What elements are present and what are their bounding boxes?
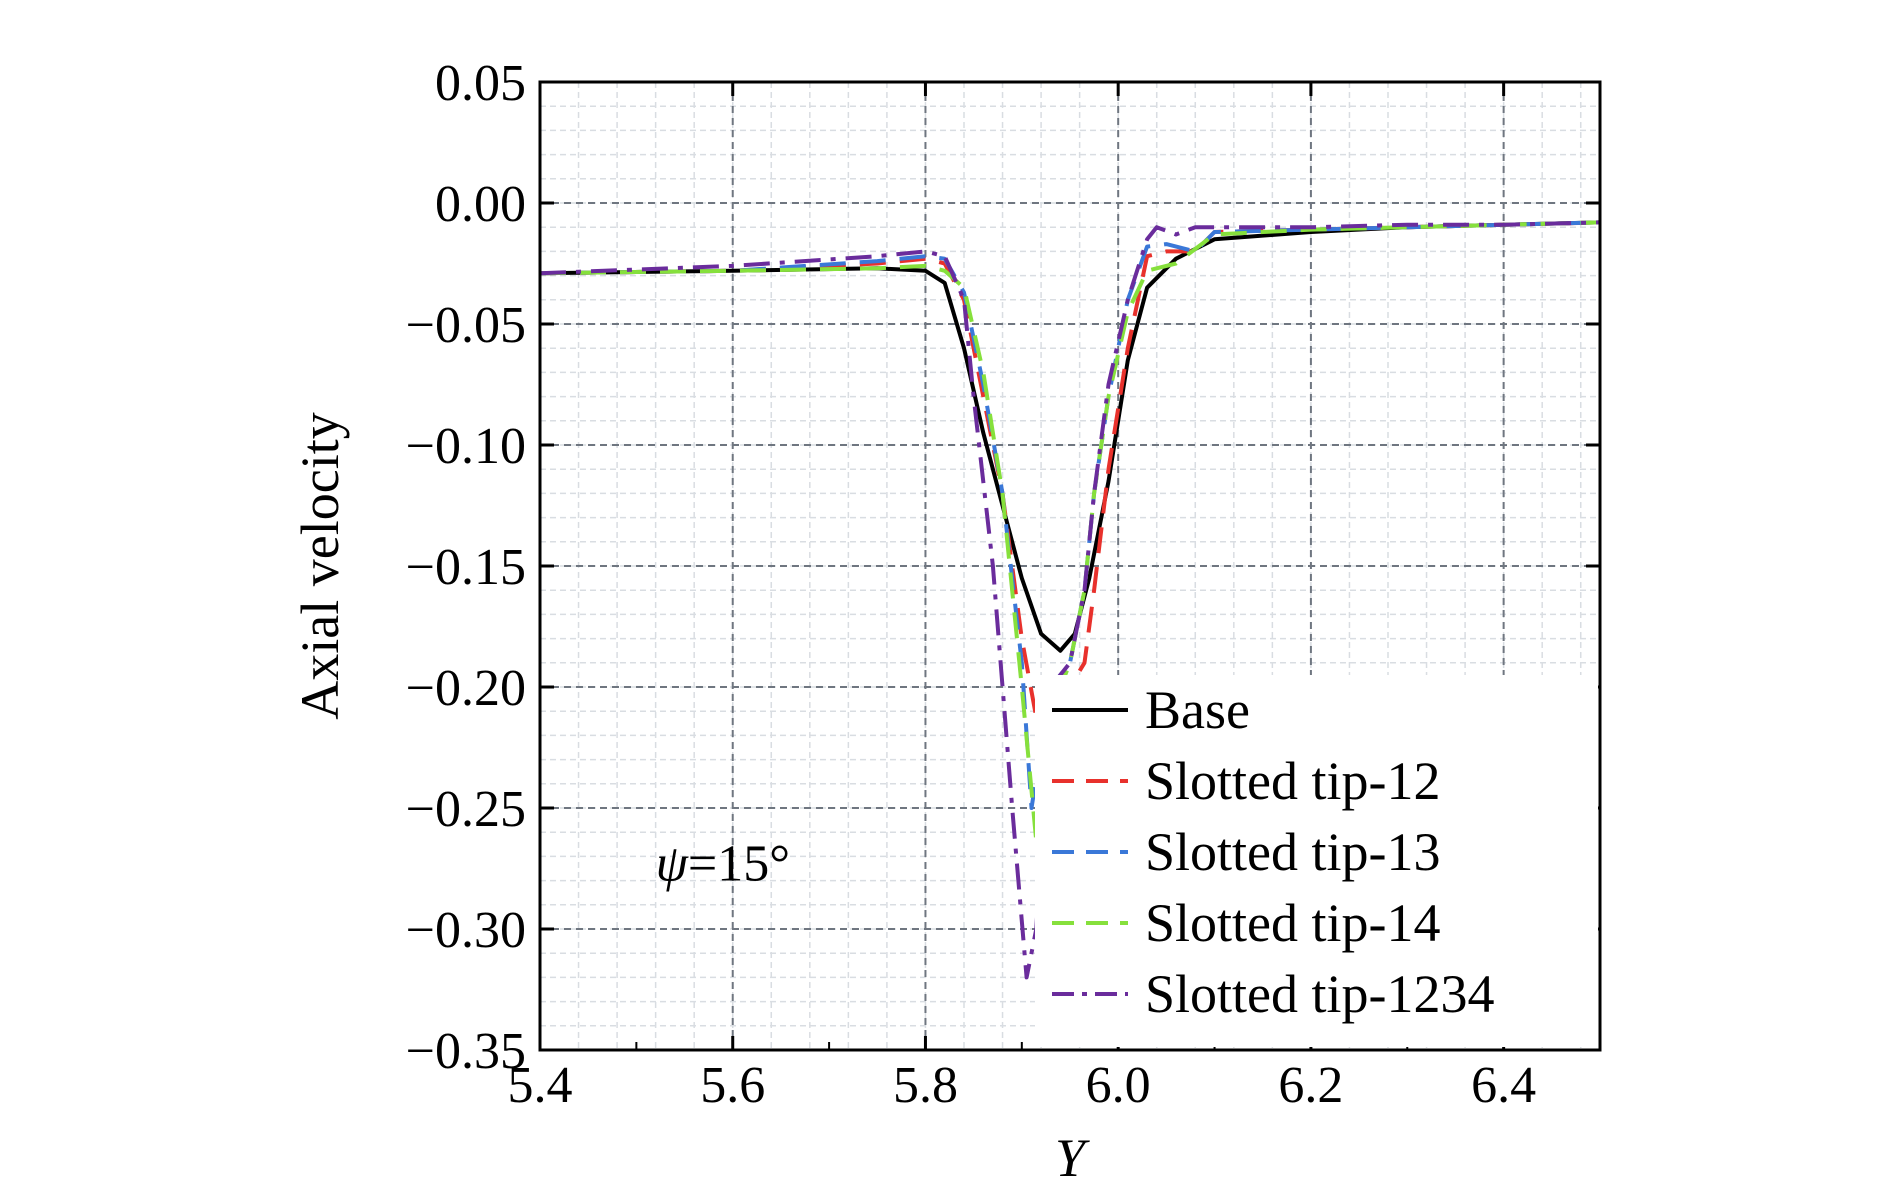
y-tick-label: −0.10 [406, 418, 526, 475]
legend-label-3: Slotted tip-13 [1145, 822, 1441, 882]
x-tick-label: 6.2 [1278, 1057, 1343, 1114]
psi-value: =15° [688, 836, 790, 893]
y-tick-label: −0.35 [406, 1023, 526, 1080]
x-tick-label: 5.8 [893, 1057, 958, 1114]
y-axis-title: Axial velocity [290, 412, 350, 719]
legend-label-5: Slotted tip-1234 [1145, 964, 1495, 1024]
y-tick-label: −0.25 [406, 781, 526, 838]
legend-label-1: Base [1145, 680, 1250, 740]
legend: Base Slotted tip-12 Slotted tip-13 Slotted … [1035, 675, 1598, 1047]
legend-label-4: Slotted tip-14 [1145, 893, 1441, 953]
y-tick-label: −0.20 [406, 660, 526, 717]
series-line-3 [539, 220, 1601, 810]
x-axis-title: Y [1055, 1128, 1090, 1181]
psi-annotation: ψ=15° [656, 836, 790, 893]
series-line-1 [539, 220, 1601, 653]
y-tick-label: −0.30 [406, 902, 526, 959]
y-tick-label: 0.00 [435, 176, 526, 233]
series-line-5 [539, 220, 1601, 980]
x-tick-label: 6.0 [1086, 1057, 1151, 1114]
y-tick-labels: 0.05 0.00 −0.05 −0.10 −0.15 −0.20 −0.25 −0.30 −0… [406, 55, 526, 1080]
legend-box [1035, 675, 1598, 1047]
y-tick-label: 0.05 [435, 55, 526, 112]
legend-label-2: Slotted tip-12 [1145, 751, 1441, 811]
y-tick-label: −0.15 [406, 539, 526, 596]
x-tick-label: 5.4 [508, 1057, 573, 1114]
series-lines [539, 220, 1601, 980]
x-tick-label: 5.6 [700, 1057, 765, 1114]
y-tick-label: −0.05 [406, 297, 526, 354]
x-tick-label: 6.4 [1471, 1057, 1536, 1114]
psi-symbol: ψ [656, 836, 690, 893]
series-line-4 [539, 220, 1601, 895]
x-tick-labels: 5.4 5.6 5.8 6.0 6.2 6.4 [508, 1057, 1537, 1114]
